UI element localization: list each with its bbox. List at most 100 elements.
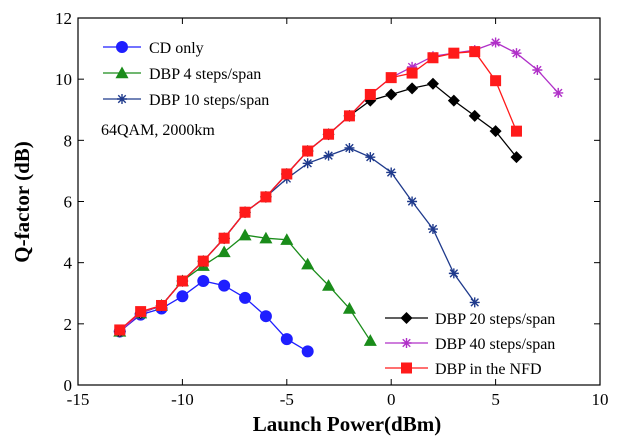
legend-marker <box>116 41 128 53</box>
y-tick-label: 4 <box>64 254 73 273</box>
data-point <box>365 152 376 163</box>
data-point <box>553 87 564 98</box>
data-point <box>302 145 314 157</box>
legend-item-dbp-10-steps-span: DBP 10 steps/span <box>103 92 269 109</box>
data-point <box>448 268 459 279</box>
legend-marker <box>115 66 129 79</box>
x-tick-label: -10 <box>171 390 194 409</box>
data-point <box>490 75 502 87</box>
data-point <box>280 233 294 245</box>
data-point <box>489 125 502 138</box>
legend-bottom-right: DBP 20 steps/span DBP 40 steps/span DBP in… <box>385 311 555 378</box>
data-point <box>301 345 314 358</box>
legend-item-dbp-40-steps-span: DBP 40 steps/span <box>385 336 555 353</box>
data-point <box>468 109 481 122</box>
legend-item-dbp-4-steps-span: DBP 4 steps/span <box>103 66 261 83</box>
data-point <box>364 88 376 100</box>
data-point <box>259 310 272 323</box>
data-point <box>385 88 398 101</box>
legends: CD only DBP 4 steps/span DBP 10 steps/span… <box>103 40 555 378</box>
y-tick-label: 6 <box>64 193 73 212</box>
data-point <box>363 334 377 346</box>
legend-marker <box>401 338 412 348</box>
data-point <box>322 279 336 291</box>
y-tick-label: 8 <box>64 131 73 150</box>
legend-top-left: CD only DBP 4 steps/span DBP 10 steps/span <box>103 40 269 109</box>
x-tick-label: -15 <box>67 390 90 409</box>
series-line-dbp-10-steps-span <box>119 147 476 332</box>
y-tick-label: 2 <box>64 315 73 334</box>
data-point <box>426 77 439 90</box>
legend-label: CD only <box>149 40 204 57</box>
legend-label: DBP 4 steps/span <box>149 66 261 83</box>
data-point <box>532 64 543 75</box>
data-point <box>510 151 523 164</box>
data-point <box>302 158 313 169</box>
series-dbp-10-steps-span <box>114 142 480 337</box>
data-point <box>490 37 501 48</box>
data-point <box>281 168 293 180</box>
data-point <box>259 231 273 244</box>
x-tick-label: 10 <box>592 390 609 409</box>
data-point <box>342 302 356 314</box>
data-point <box>114 324 126 336</box>
x-tick-label: 0 <box>387 390 396 409</box>
data-point <box>343 110 355 122</box>
legend-item-dbp-20-steps-span: DBP 20 steps/span <box>385 311 555 328</box>
y-tick-label: 10 <box>55 70 72 89</box>
series-dbp-4-steps-span <box>113 228 377 346</box>
data-point <box>469 46 481 58</box>
data-point <box>239 206 251 218</box>
data-point <box>511 48 522 59</box>
data-point <box>385 72 397 84</box>
data-point <box>301 257 315 270</box>
annotation-text: 64QAM, 2000km <box>101 122 215 139</box>
data-point <box>407 61 418 72</box>
legend-item-dbp-in-the-nfd: DBP in the NFD <box>385 361 542 378</box>
axes: -15 -10 -5 0 5 10 0 2 4 6 8 10 12 <box>55 9 609 409</box>
data-point <box>218 232 230 244</box>
data-point <box>218 279 231 292</box>
data-point <box>386 167 397 178</box>
legend-label: DBP 20 steps/span <box>435 311 555 328</box>
data-point <box>135 306 147 318</box>
plot-area <box>113 37 564 358</box>
data-point <box>406 67 418 79</box>
series-dbp-20-steps-span <box>113 77 523 338</box>
data-point <box>406 82 419 95</box>
legend-marker <box>117 94 127 104</box>
data-point <box>448 47 460 59</box>
data-point <box>280 333 293 346</box>
y-tick-label: 12 <box>55 9 72 28</box>
series-line-cd-only <box>119 280 309 352</box>
data-point <box>156 299 168 311</box>
x-tick-label: 5 <box>491 390 500 409</box>
data-point <box>427 52 439 64</box>
legend-item-cd-only: CD only <box>103 40 204 57</box>
x-tick-label: -5 <box>280 390 294 409</box>
legend-label: DBP 40 steps/span <box>435 336 555 353</box>
data-point <box>238 228 252 241</box>
data-point <box>197 255 209 267</box>
data-point <box>469 297 480 308</box>
data-point <box>510 125 522 137</box>
legend-label: DBP 10 steps/span <box>149 92 269 109</box>
data-point <box>176 290 189 303</box>
data-point <box>447 94 460 107</box>
series-dbp-in-the-nfd <box>114 46 522 336</box>
legend-marker <box>401 362 412 374</box>
data-point <box>217 245 231 258</box>
data-point <box>323 150 334 161</box>
data-point <box>176 275 188 287</box>
data-point <box>344 142 355 153</box>
data-point <box>260 191 272 203</box>
data-point <box>407 196 418 207</box>
legend-marker <box>400 312 413 324</box>
data-point <box>239 291 252 304</box>
y-axis-title: Q-factor (dB) <box>10 141 34 263</box>
data-point <box>197 275 210 288</box>
data-point <box>427 224 438 235</box>
x-axis-title: Launch Power(dBm) <box>253 412 441 436</box>
